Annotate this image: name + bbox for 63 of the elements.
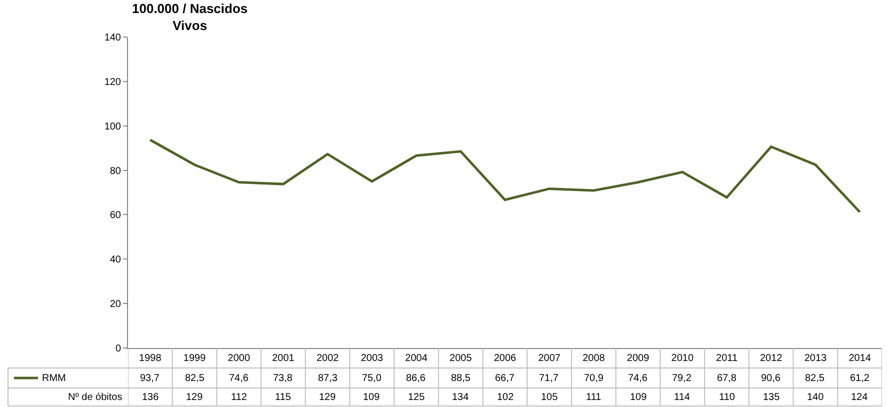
text: 124 xyxy=(851,392,868,403)
x-tick-label: 2014 xyxy=(848,353,872,364)
text: 135 xyxy=(763,392,780,403)
line-series xyxy=(148,138,862,214)
data-label: 93,7 xyxy=(140,373,160,384)
x-tick-label: 2001 xyxy=(272,353,295,364)
data-label: 73,8 xyxy=(273,373,293,384)
y-tick-label: 120 xyxy=(104,76,122,88)
text: 125 xyxy=(408,392,426,403)
y-tick-label: 20 xyxy=(110,299,122,310)
text: 102 xyxy=(497,392,514,403)
data-label: 88,5 xyxy=(451,373,471,384)
x-tick-label: 2005 xyxy=(450,353,472,364)
x-tick-label: 2004 xyxy=(405,353,428,364)
text: 114 xyxy=(674,392,690,403)
data-label: 86,6 xyxy=(406,373,426,384)
text: 129 xyxy=(186,392,204,403)
data-label: 71,7 xyxy=(539,373,559,384)
data-label: 82,5 xyxy=(805,373,825,384)
data-label: 70,9 xyxy=(584,373,604,384)
text: 140 xyxy=(807,392,824,403)
x-tick-label: 2010 xyxy=(671,353,694,364)
data-label: 87,3 xyxy=(318,373,338,384)
x-tick-label: 2007 xyxy=(538,353,561,364)
text: 109 xyxy=(363,392,380,403)
x-tick-label: 2013 xyxy=(804,353,828,364)
x-tick-label: 2003 xyxy=(360,353,384,364)
y-tick-label: 80 xyxy=(110,166,122,177)
text: 111 xyxy=(586,392,602,403)
y-tick-label: 100 xyxy=(104,121,122,132)
y-tick-label: 0 xyxy=(115,344,122,354)
x-tick-label: 2006 xyxy=(494,353,517,364)
data-label: 74,6 xyxy=(628,373,648,384)
data-label: 61,2 xyxy=(850,373,870,384)
x-tick-label: 2009 xyxy=(626,353,650,364)
data-label: 90,6 xyxy=(761,373,781,384)
x-tick-label: 2008 xyxy=(582,353,606,364)
text: 110 xyxy=(719,392,736,403)
text: 105 xyxy=(541,392,558,403)
data-label: 82,5 xyxy=(185,373,205,384)
y-tick-label: 140 xyxy=(104,32,122,44)
data-label: 74,6 xyxy=(229,373,249,384)
data-label: 75,0 xyxy=(362,373,382,384)
x-tick-label: 2002 xyxy=(316,353,340,364)
x-tick-label: 2012 xyxy=(760,353,783,364)
text: Nº de óbitos xyxy=(68,392,122,403)
text: 115 xyxy=(275,392,292,403)
text: 134 xyxy=(452,392,470,403)
text: 129 xyxy=(319,392,336,403)
data-label: 66,7 xyxy=(495,373,515,384)
text: 112 xyxy=(231,392,248,403)
y-tick-label: 40 xyxy=(110,254,122,266)
x-tick-label: 2011 xyxy=(716,353,738,364)
text: 136 xyxy=(142,392,160,403)
x-tick-label: 1998 xyxy=(139,353,162,364)
legend-label: RMM xyxy=(42,373,66,384)
data-label: 79,2 xyxy=(672,373,692,384)
x-tick-label: 2000 xyxy=(228,353,250,364)
y-axis-title: 100.000 / Nascidos Vivos xyxy=(132,1,248,33)
y-tick-label: 60 xyxy=(110,210,122,222)
data-label: 67,8 xyxy=(717,373,737,384)
text: 109 xyxy=(630,392,648,403)
x-tick-label: 1999 xyxy=(183,353,206,364)
